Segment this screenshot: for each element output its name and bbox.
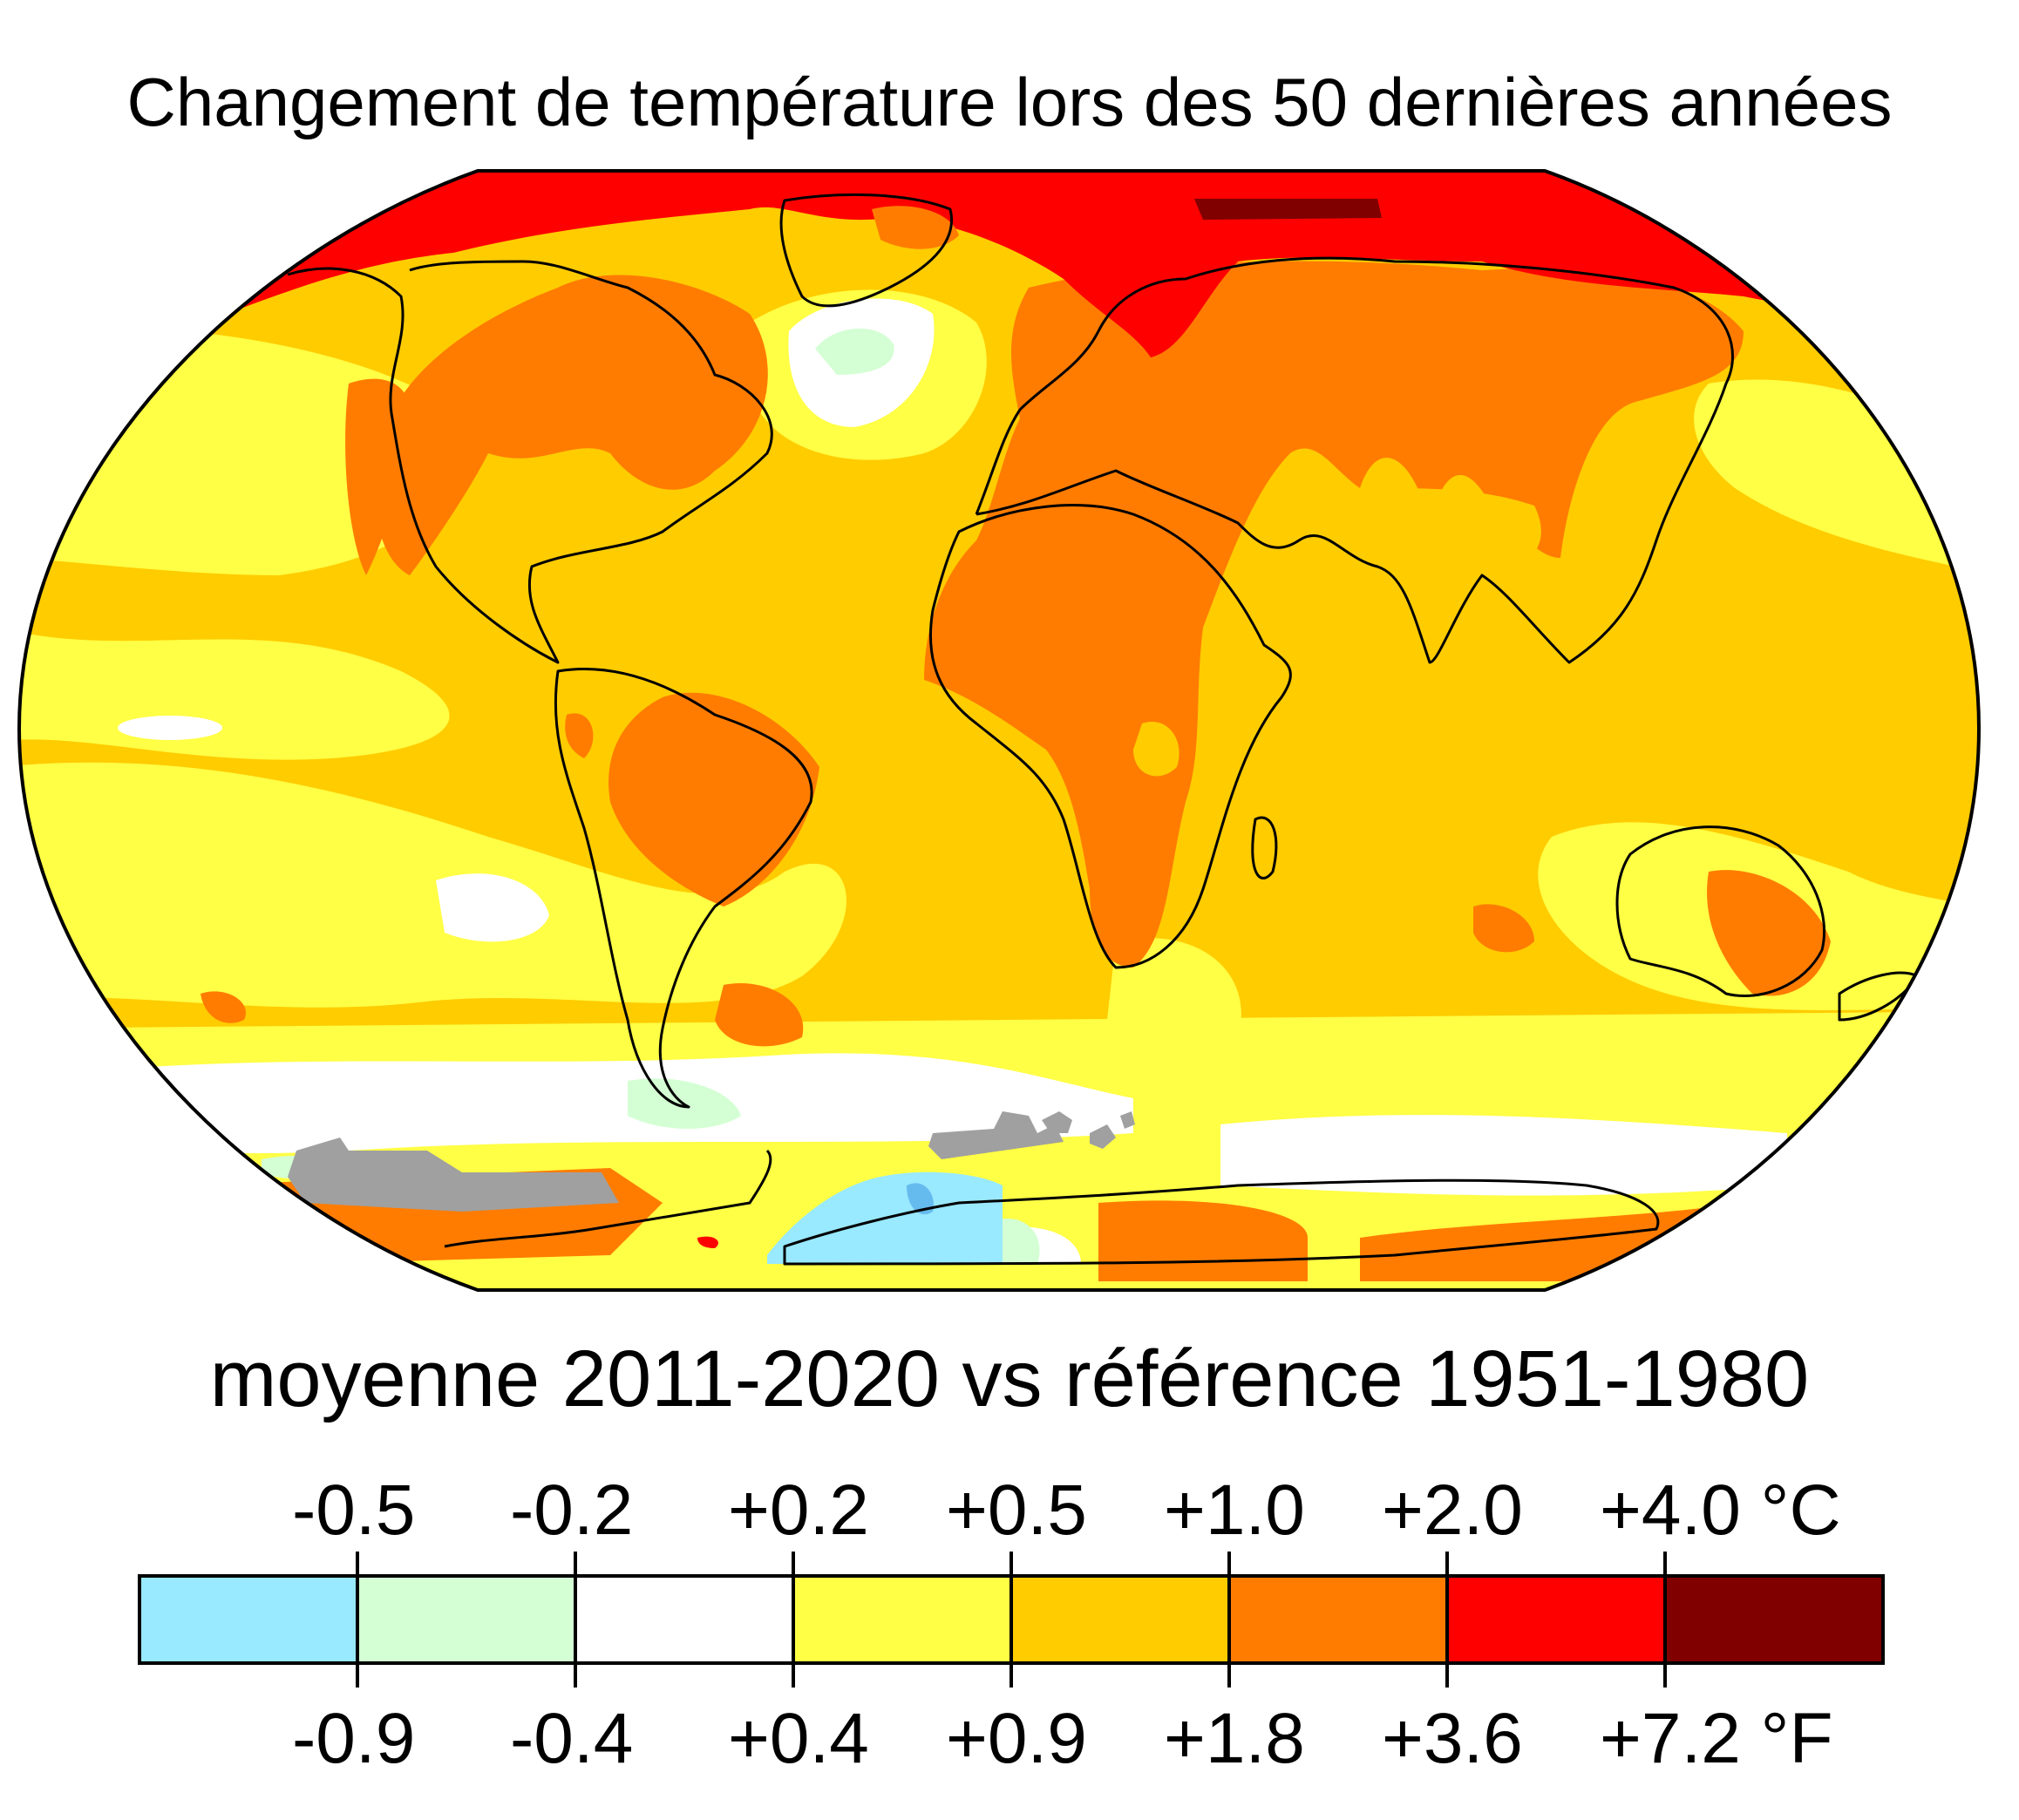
fahrenheit-tick-label: -0.4 [510,1699,634,1778]
legend-swatch [1011,1576,1229,1663]
no-data-region-spot-1 [1042,1111,1072,1133]
legend-swatch [357,1576,575,1663]
anomaly-region-eurasia-africa [924,261,1744,968]
coastline-africa [928,504,1292,969]
anomaly-region-indian-ocean-spot [1473,904,1534,953]
coastline-antarctica-west [444,1149,772,1248]
anomaly-region-pacific-white-spot [118,716,222,740]
no-data-region-weddell [928,1111,1064,1159]
color-legend-bar [138,1552,1885,1688]
anomaly-region-brazil [608,692,819,907]
coastline-madagascar [1251,816,1278,879]
legend-swatch [1229,1576,1447,1663]
legend-swatch [1447,1576,1665,1663]
celsius-tick-label: +0.5 [946,1470,1087,1550]
map-subtitle: moyenne 2011-2020 vs référence 1951-1980 [209,1334,1810,1423]
legend-swatch [575,1576,793,1663]
coastline-australia [1615,825,1826,998]
coastline-antarctica-east [783,1178,1660,1266]
celsius-tick-label: +4.0 °C [1600,1470,1841,1550]
fahrenheit-tick-label: +1.8 [1164,1699,1305,1778]
fahrenheit-tick-label: -0.9 [292,1699,416,1778]
anomaly-region-south-indian-white [1220,1115,1787,1196]
anomaly-region-siberia-extreme [1194,199,1382,220]
anomaly-region-south-pacific-spot [201,991,246,1023]
anomaly-fill [19,171,1979,1290]
anomaly-region-south-pacific-white [436,873,549,942]
anomaly-region-south-pacific [19,762,846,1008]
legend-swatch [793,1576,1011,1663]
anomaly-region-antarctic-green [994,1219,1040,1264]
anomaly-region-south-atlantic-spot [715,983,804,1047]
coastline-south-america [554,668,813,1109]
no-data-region-west [288,1138,619,1212]
anomaly-region-colombia [565,713,594,758]
no-data-region-spot-2 [1090,1124,1116,1149]
anomaly-region-greenland-orange [872,206,959,249]
coastline-greenland [779,193,953,308]
legend-swatch [139,1576,357,1663]
celsius-tick-label: +2.0 [1382,1470,1523,1550]
anomaly-region-antarctic-red-spot [697,1236,718,1248]
celsius-tick-label: +1.0 [1164,1470,1305,1550]
legend-swatch [1665,1576,1883,1663]
celsius-tick-label: -0.5 [292,1470,416,1550]
fahrenheit-tick-label: +3.6 [1382,1699,1523,1778]
coastline-north-america [287,260,773,664]
coastline-eurasia [975,256,1734,664]
celsius-tick-label: +0.2 [728,1470,869,1550]
map-frame [17,169,1982,1292]
coastlines [287,193,1920,1266]
anomaly-region-south-indian [1107,938,1241,1059]
anomaly-region-north-america [375,275,768,575]
anomaly-region-arctic [19,171,1979,357]
anomaly-region-eastern-australia [1707,870,1831,996]
anomaly-region-antarctic-cooling-core [907,1183,934,1215]
celsius-tick-label: -0.2 [510,1470,634,1550]
anomaly-region-tibet-warm [1377,488,1541,567]
fahrenheit-tick-label: +0.4 [728,1699,869,1778]
anomaly-region-atlantic-slight-cooling [815,328,894,375]
fahrenheit-tick-label: +0.9 [946,1699,1087,1778]
map-title: Changement de température lors des 50 de… [126,64,1893,140]
anomaly-region-central-africa [1133,722,1179,777]
anomaly-region-southern-ocean-white [19,1053,1133,1159]
no-data-region-spot-3 [1120,1111,1135,1129]
fahrenheit-tick-label: +7.2 °F [1600,1699,1833,1778]
anomaly-region-tropical-pacific [19,628,450,760]
